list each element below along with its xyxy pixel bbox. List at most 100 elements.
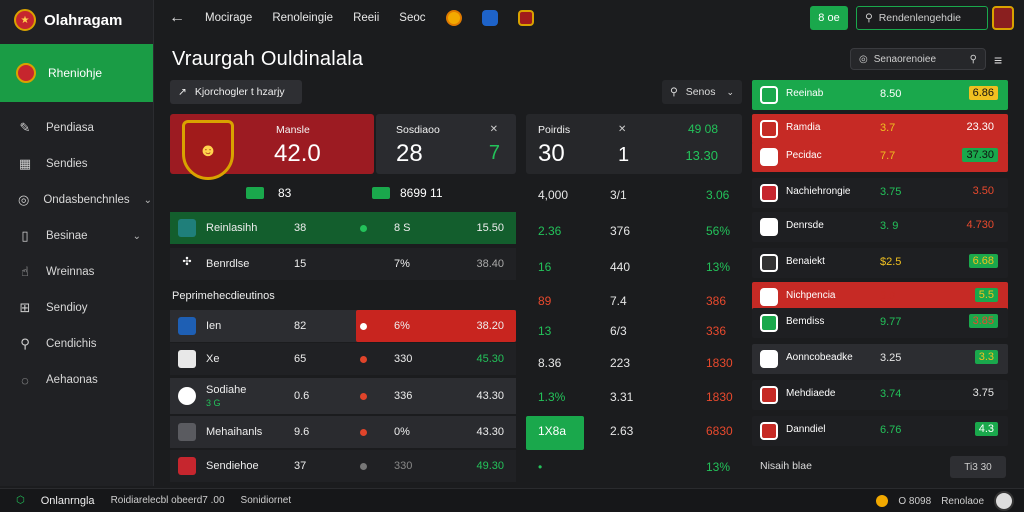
right-row-v1: 6.76: [880, 424, 902, 436]
mid-cell-a: 13: [538, 324, 552, 338]
mid-cell-b: 6/3: [610, 324, 627, 338]
mid-select[interactable]: ⚲ Senos ⌄: [662, 80, 742, 104]
row-name: Mehaihanls: [206, 426, 263, 438]
right-footer-button[interactable]: Ti3 30: [950, 456, 1006, 478]
close-icon[interactable]: ✕: [618, 124, 627, 135]
mid-row[interactable]: 16 440 13%: [526, 254, 742, 282]
table-row[interactable]: Reinlasihh 38 8 S 15.50: [170, 212, 516, 244]
right-row-v2: 23.30: [966, 121, 994, 133]
document-icon: ▯: [21, 228, 29, 243]
sidebar-item-2[interactable]: ▦ Sendies: [0, 146, 153, 182]
table-row[interactable]: Ien 82 6% 38.20: [170, 310, 516, 342]
right-row-name: Benaiekt: [786, 256, 825, 267]
right-row[interactable]: Danndiel 6.76 4.3: [752, 416, 1008, 446]
right-row[interactable]: Aonncobeadke 3.25 3.3: [752, 344, 1008, 374]
sidebar-nav: ✎ Pendiasa ▦ Sendies ◎ Ondasbenchnles ⌄ ▯ Besina…: [0, 110, 153, 398]
mid-row[interactable]: 1.3% 3.31 1830: [526, 384, 742, 412]
right-row[interactable]: Nachiehrongie 3.75 3.50: [752, 178, 1008, 208]
tab-4[interactable]: Seoc: [399, 12, 426, 24]
right-row[interactable]: Ramdia 3.7 23.30: [752, 114, 1008, 144]
shield-icon[interactable]: [481, 10, 498, 26]
key-icon: ⚲: [20, 336, 30, 351]
filter-button[interactable]: ↗ Kjorchogler t hzarjy: [170, 80, 302, 104]
mid-cell-a: 89: [538, 294, 552, 308]
mid-row[interactable]: 4,000 3/1 3.06: [526, 182, 742, 210]
sidebar-item-label: Pendiasa: [46, 122, 94, 134]
row-v2: 7%: [394, 258, 410, 270]
mid-row[interactable]: 13 6/3 336: [526, 318, 742, 346]
sidebar-item-active[interactable]: Rheniohje: [0, 44, 153, 102]
right-row[interactable]: Mehdiaede 3.74 3.75: [752, 380, 1008, 410]
top-search-text: Rendenlengehdie: [878, 12, 962, 24]
hero-card-2[interactable]: Sosdiaoo ✕ 28 7: [376, 114, 516, 174]
tab-3[interactable]: Reeii: [353, 12, 380, 24]
mid-cell-c: 386: [706, 294, 727, 308]
team-crest-icon: [760, 254, 778, 272]
sidebar-item-5[interactable]: ☝ Wreinnas: [0, 254, 153, 290]
mid-row[interactable]: • 13%: [526, 454, 742, 482]
compass-icon: ◎: [18, 192, 30, 207]
table-row[interactable]: ✣ Benrdlse 15 7% 38.40: [170, 248, 516, 280]
shield-icon: ⬡: [16, 495, 25, 506]
top-search-input[interactable]: ⚲ Rendenlengehdie: [856, 6, 988, 30]
highlight-cell: [526, 416, 584, 450]
sidebar-item-6[interactable]: ⊞ Sendioy: [0, 290, 153, 326]
right-row-v1: 3.75: [880, 186, 902, 198]
right-row[interactable]: Benaiekt $2.5 6.68: [752, 248, 1008, 278]
table-row[interactable]: Sendiehoe 37 330 49.30: [170, 450, 516, 482]
right-row[interactable]: Pecidac 7.7 37.30: [752, 142, 1008, 172]
search-icon: ⚲: [865, 12, 873, 24]
right-row-name: Reeinab: [786, 88, 824, 99]
sidebar-item-3[interactable]: ◎ Ondasbenchnles ⌄: [0, 182, 153, 218]
mid-row[interactable]: 89 7.4 386: [526, 288, 742, 316]
page-title: Vraurgah Ouldinalala: [172, 48, 364, 70]
mid-cell-a: 16: [538, 260, 552, 274]
search-icon: ◎: [859, 53, 868, 65]
back-arrow-icon[interactable]: ←: [169, 9, 185, 26]
hero-value: 28: [396, 140, 423, 167]
row-v1: 9.6: [294, 426, 310, 438]
row-v3: 43.30: [476, 390, 504, 402]
sidebar-item-7[interactable]: ⚲ Cendichis: [0, 326, 153, 362]
close-icon[interactable]: ✕: [489, 124, 498, 135]
bottom-right-label[interactable]: Renolaoe: [941, 495, 984, 507]
user-avatar[interactable]: [992, 6, 1014, 30]
status-dot: [360, 428, 367, 436]
row-v2: 0%: [394, 426, 410, 438]
table-row[interactable]: Sodiahe 3 G 0.6 336 43.30: [170, 378, 516, 414]
table-row[interactable]: Xe 65 330 45.30: [170, 343, 516, 375]
top-green-button[interactable]: 8 oe: [810, 6, 848, 30]
mid-row[interactable]: 8.36 223 1830: [526, 350, 742, 378]
right-row-v1: $2.5: [880, 256, 902, 268]
right-row[interactable]: Denrsde 3. 9 4.730: [752, 212, 1008, 242]
tab-1[interactable]: Mocirage: [205, 12, 253, 24]
team-crest-icon[interactable]: [517, 10, 534, 26]
tab-2[interactable]: Renoleingie: [272, 12, 334, 24]
hero-card-3[interactable]: Poirdis ✕ 30 1 49 08 13.30: [526, 114, 742, 174]
row-name: Ien: [206, 320, 222, 332]
right-search-input[interactable]: ◎ Senaorenoiee ⚲: [850, 48, 986, 70]
right-row-name: Pecidac: [786, 150, 822, 161]
hero-card-1[interactable]: ☻ Mansle 42.0: [170, 114, 374, 180]
right-row[interactable]: Reeinab 8.50 6.86: [752, 80, 1008, 110]
right-row[interactable]: Bemdiss 9.77 3.85: [752, 308, 1008, 338]
row-v3: 43.30: [476, 426, 504, 438]
row-sub: 3 G: [206, 398, 221, 408]
team-crest-icon: [760, 288, 778, 306]
menu-icon[interactable]: ≡: [994, 52, 1003, 68]
user-avatar[interactable]: [994, 491, 1014, 511]
right-row[interactable]: Nichpencia 3.9 5.5: [752, 282, 1008, 312]
mid-row[interactable]: 1X8a 2.63 6830: [526, 416, 742, 450]
hero-label: Mansle: [276, 124, 310, 136]
row-name: Benrdlse: [206, 258, 250, 270]
row-v1: 65: [294, 353, 307, 365]
sidebar-item-1[interactable]: ✎ Pendiasa: [0, 110, 153, 146]
shield-icon: [246, 187, 264, 199]
sidebar-item-4[interactable]: ▯ Besinae ⌄: [0, 218, 153, 254]
mid-row[interactable]: 2.36 376 56%: [526, 218, 742, 246]
coin-icon[interactable]: [445, 10, 462, 26]
brand[interactable]: ★ Olahragam: [0, 0, 153, 40]
table-row[interactable]: Mehaihanls 9.6 0% 43.30: [170, 416, 516, 448]
sidebar-item-8[interactable]: ◌ Aehaonas: [0, 362, 153, 398]
row-v3: 15.50: [476, 222, 504, 234]
